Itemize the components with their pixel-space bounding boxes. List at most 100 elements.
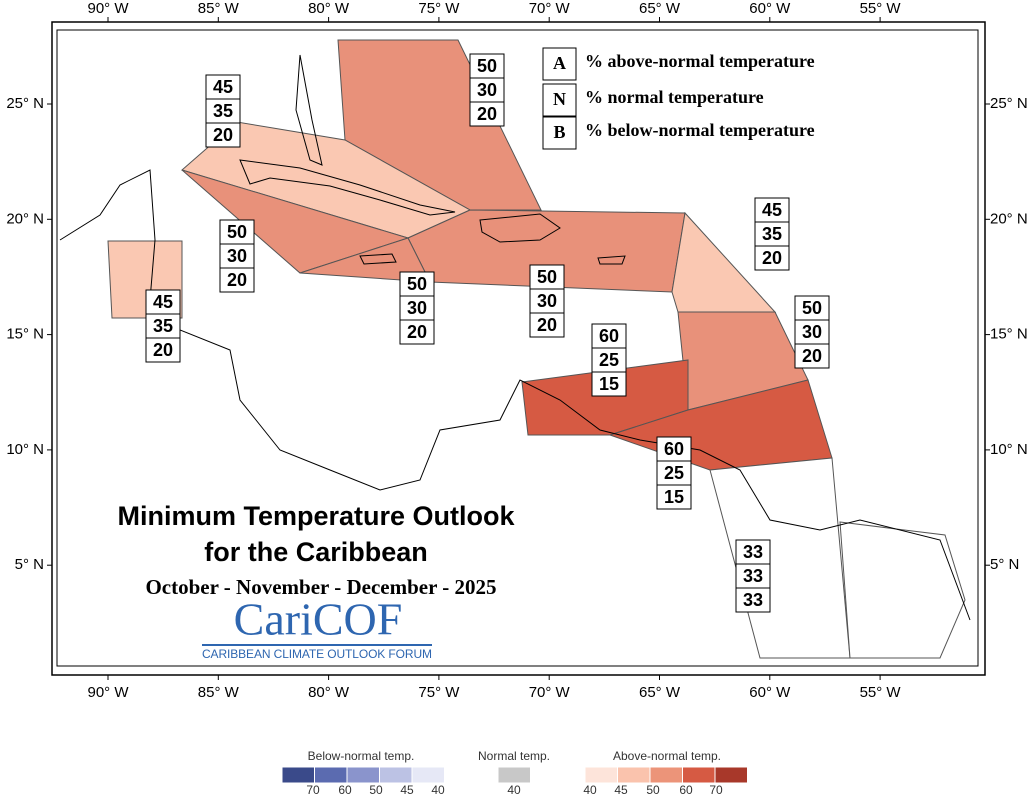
lat-label: 25° N xyxy=(990,95,1028,112)
lon-label: 75° W xyxy=(418,0,460,17)
key-box xyxy=(542,116,577,150)
value: 33 xyxy=(743,590,763,610)
value-cell xyxy=(591,323,627,349)
lon-label: 90° W xyxy=(87,684,129,701)
labels: 50 30 20 45 35 20 50 30 20 50 30 20 45 35 20 50 30 20 45 35… xyxy=(145,47,830,613)
value: 20 xyxy=(802,346,822,366)
lon-label: 65° W xyxy=(639,0,681,17)
value: 33 xyxy=(743,542,763,562)
key-box xyxy=(542,47,577,81)
value-cell xyxy=(529,312,565,338)
value: 15 xyxy=(664,487,684,507)
value: 35 xyxy=(213,101,233,121)
value-cell xyxy=(754,245,790,271)
value: 20 xyxy=(407,322,427,342)
key-text: % normal temperature xyxy=(585,87,764,107)
value-cell xyxy=(219,267,255,293)
lon-label: 55° W xyxy=(860,0,902,17)
legend-swatch xyxy=(617,766,651,784)
key-letter: N xyxy=(553,89,566,109)
value: 30 xyxy=(537,291,557,311)
legend-title: Normal temp. xyxy=(478,749,550,763)
value-cell xyxy=(529,288,565,314)
lon-label: 90° W xyxy=(87,0,129,17)
legend-swatch xyxy=(584,766,618,784)
value: 60 xyxy=(599,326,619,346)
logo-caption: CARIBBEAN CLIMATE OUTLOOK FORUM xyxy=(202,647,432,661)
lon-label: 75° W xyxy=(418,684,460,701)
value: 60 xyxy=(664,439,684,459)
legend-swatch xyxy=(411,766,445,784)
value-cell xyxy=(205,74,241,100)
value: 25 xyxy=(664,463,684,483)
legend-tick: 60 xyxy=(338,783,352,796)
lon-label: 85° W xyxy=(198,0,240,17)
coastlines xyxy=(59,54,971,621)
value: 35 xyxy=(153,316,173,336)
value: 25 xyxy=(599,350,619,370)
region xyxy=(299,237,431,283)
legend-swatch xyxy=(497,766,531,784)
legend-tick: 40 xyxy=(507,783,521,796)
value: 50 xyxy=(802,298,822,318)
value: 50 xyxy=(537,267,557,287)
legend-swatch xyxy=(379,766,413,784)
value: 20 xyxy=(153,340,173,360)
value-cell xyxy=(591,371,627,397)
legend-swatch xyxy=(649,766,683,784)
legend-title: Below-normal temp. xyxy=(308,749,415,763)
value: 30 xyxy=(227,246,247,266)
lon-label: 80° W xyxy=(308,0,350,17)
lat-label: 15° N xyxy=(990,326,1028,343)
value: 45 xyxy=(213,77,233,97)
key-letter: A xyxy=(553,53,566,73)
value-cell xyxy=(735,587,771,613)
logo: CariCOF xyxy=(234,594,403,645)
value: 20 xyxy=(477,104,497,124)
legend-tick: 45 xyxy=(614,783,628,796)
key-box xyxy=(542,83,577,117)
value-cell xyxy=(735,539,771,565)
value: 15 xyxy=(599,374,619,394)
legend-tick: 40 xyxy=(431,783,445,796)
value: 35 xyxy=(762,224,782,244)
lat-label: 15° N xyxy=(6,326,44,343)
legend-swatch xyxy=(714,766,748,784)
value-cell xyxy=(469,101,505,127)
value-cell xyxy=(794,295,830,321)
value-cell xyxy=(656,484,692,510)
value-cell xyxy=(219,243,255,269)
value: 50 xyxy=(407,274,427,294)
legend-tick: 50 xyxy=(646,783,660,796)
lon-label: 55° W xyxy=(860,684,902,701)
value-cell xyxy=(735,563,771,589)
lat-label: 20° N xyxy=(6,210,44,227)
regions xyxy=(107,39,966,659)
lon-label: 85° W xyxy=(198,684,240,701)
value: 45 xyxy=(153,292,173,312)
lon-label: 70° W xyxy=(529,684,571,701)
lat-label: 20° N xyxy=(990,210,1028,227)
legend-tick: 45 xyxy=(400,783,414,796)
value: 20 xyxy=(227,270,247,290)
lon-label: 60° W xyxy=(749,684,791,701)
value-cell xyxy=(754,221,790,247)
title: for the Caribbean xyxy=(204,537,428,567)
legend-title: Above-normal temp. xyxy=(613,749,721,763)
value-cell xyxy=(529,264,565,290)
lat-label: 25° N xyxy=(6,95,44,112)
value-cell xyxy=(205,98,241,124)
legend-tick: 60 xyxy=(679,783,693,796)
value: 20 xyxy=(213,125,233,145)
value: 30 xyxy=(802,322,822,342)
legend-tick: 70 xyxy=(306,783,320,796)
lon-label: 70° W xyxy=(529,0,571,17)
value: 30 xyxy=(477,80,497,100)
legend-tick: 50 xyxy=(369,783,383,796)
legend-tick: 70 xyxy=(709,783,723,796)
lon-label: 65° W xyxy=(639,684,681,701)
value: 20 xyxy=(762,248,782,268)
value-cell xyxy=(205,122,241,148)
legend-swatch xyxy=(346,766,380,784)
